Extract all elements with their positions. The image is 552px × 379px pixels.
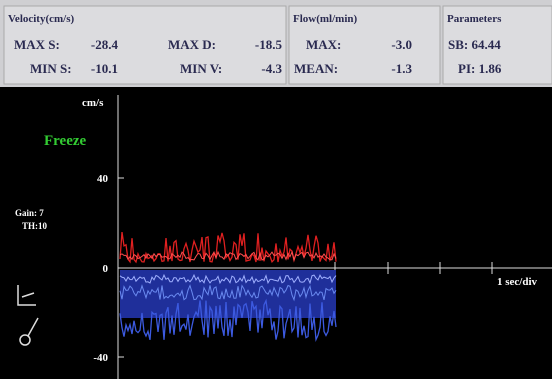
doppler-waveform — [120, 232, 336, 340]
status: Freeze — [44, 133, 87, 149]
value: -3.0 — [391, 37, 412, 52]
flow-title: Flow(ml/min) — [293, 13, 357, 25]
threshold: TH:10 — [22, 221, 48, 231]
page: Velocity(cm/s) MAX S: -28.4 MAX D: -18.5… — [0, 0, 552, 379]
gain: Gain: 7 — [15, 208, 44, 218]
velocity-title: Velocity(cm/s) — [8, 13, 75, 25]
label: MEAN: — [294, 61, 338, 76]
value: -18.5 — [255, 37, 283, 52]
scope: cm/s Freeze 40 0 -40 Gain: 7 TH:10 1 sec… — [15, 95, 552, 379]
tick-label: 40 — [97, 173, 109, 185]
icons — [18, 285, 38, 345]
label: MIN S: — [30, 61, 72, 76]
value: -1.3 — [391, 61, 412, 76]
value: -28.4 — [91, 37, 119, 52]
unit: cm/s — [82, 97, 104, 109]
value: -10.1 — [91, 61, 118, 76]
parameters-title: Parameters — [447, 13, 502, 25]
value: PI: 1.86 — [458, 61, 502, 76]
label: MAX: — [306, 37, 341, 52]
tick-label: 0 — [103, 263, 109, 275]
label: MAX D: — [168, 37, 216, 52]
label: MAX S: — [14, 37, 60, 52]
time-scale: 1 sec/div — [497, 276, 538, 288]
header-panel: Velocity(cm/s) MAX S: -28.4 MAX D: -18.5… — [0, 0, 552, 87]
label: MIN V: — [180, 61, 222, 76]
value: SB: 64.44 — [448, 37, 501, 52]
value: -4.3 — [261, 61, 282, 76]
screen: Velocity(cm/s) MAX S: -28.4 MAX D: -18.5… — [0, 0, 552, 379]
tick-label: -40 — [93, 352, 108, 364]
